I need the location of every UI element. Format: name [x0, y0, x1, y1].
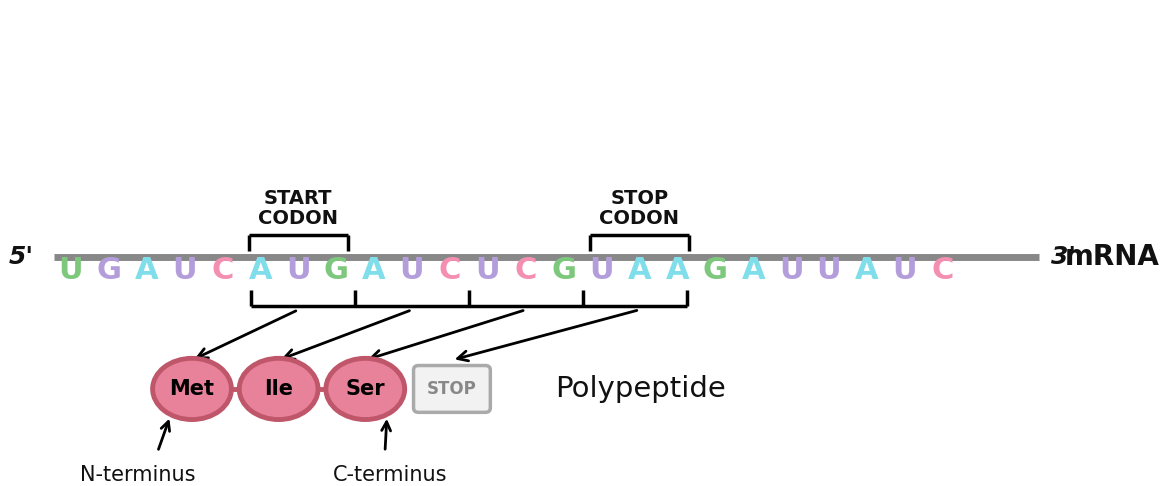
Text: C: C — [211, 256, 234, 285]
Text: U: U — [173, 256, 197, 285]
Text: Ser: Ser — [346, 379, 385, 399]
Text: U: U — [58, 256, 83, 285]
Text: STOP
CODON: STOP CODON — [599, 189, 680, 228]
Text: A: A — [742, 256, 765, 285]
Text: U: U — [590, 256, 614, 285]
Ellipse shape — [326, 358, 404, 419]
Text: G: G — [324, 256, 349, 285]
Text: G: G — [96, 256, 121, 285]
Text: U: U — [892, 256, 917, 285]
Text: Ile: Ile — [264, 379, 293, 399]
Text: G: G — [551, 256, 576, 285]
Text: 5': 5' — [9, 245, 34, 270]
Text: C: C — [932, 256, 954, 285]
Text: Polypeptide: Polypeptide — [555, 375, 726, 403]
Text: G: G — [703, 256, 728, 285]
Text: U: U — [399, 256, 424, 285]
Text: N-terminus: N-terminus — [81, 466, 195, 486]
Text: Met: Met — [169, 379, 215, 399]
Text: 3': 3' — [1051, 245, 1076, 270]
Text: U: U — [475, 256, 500, 285]
Text: U: U — [779, 256, 804, 285]
Text: U: U — [816, 256, 841, 285]
Text: A: A — [666, 256, 689, 285]
Text: A: A — [627, 256, 652, 285]
Text: C: C — [515, 256, 537, 285]
Text: STOP: STOP — [427, 380, 477, 398]
Text: A: A — [362, 256, 385, 285]
Text: A: A — [855, 256, 878, 285]
Text: A: A — [249, 256, 272, 285]
Ellipse shape — [153, 358, 231, 419]
Ellipse shape — [239, 358, 318, 419]
Text: C: C — [439, 256, 461, 285]
Text: START
CODON: START CODON — [258, 189, 339, 228]
Text: U: U — [286, 256, 311, 285]
FancyBboxPatch shape — [413, 365, 491, 412]
Text: A: A — [134, 256, 159, 285]
Text: mRNA: mRNA — [1065, 243, 1160, 272]
Text: C-terminus: C-terminus — [333, 466, 447, 486]
